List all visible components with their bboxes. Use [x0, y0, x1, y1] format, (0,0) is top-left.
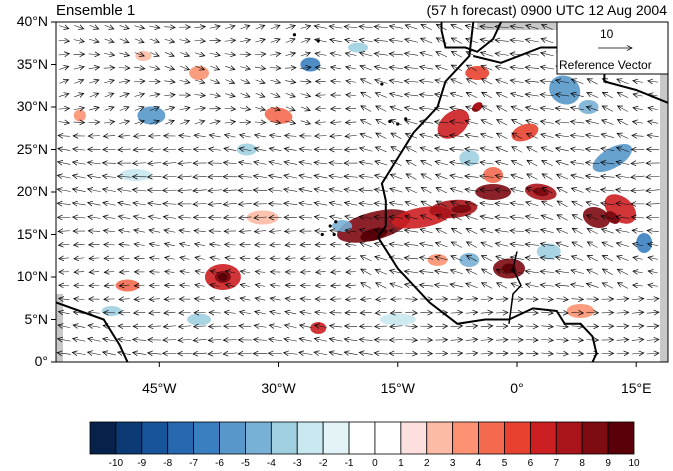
colorbar-label: -10 — [108, 458, 124, 469]
colorbar-label: 10 — [628, 458, 640, 469]
colorbar-label: -3 — [292, 458, 302, 469]
longitude-label: 45°W — [142, 380, 177, 396]
colorbar-label: -8 — [163, 458, 173, 469]
colorbar-label: 5 — [501, 458, 508, 469]
colorbar-swatch — [193, 421, 220, 455]
latitude-label: 5°N — [24, 310, 49, 327]
colorbar-label: 7 — [553, 458, 560, 469]
axis-ticks — [51, 21, 637, 367]
forecast-label: (57 h forecast) 0900 UTC 12 Aug 2004 — [426, 2, 667, 18]
colorbar-label: -2 — [318, 458, 328, 469]
colorbar-label: -1 — [344, 458, 354, 469]
colorbar-swatch — [167, 421, 195, 455]
latitude-label: 20°N — [16, 183, 48, 199]
longitude-label: 30°W — [261, 380, 296, 396]
colorbar-label: 6 — [527, 458, 534, 469]
colorbar-swatch — [478, 421, 505, 455]
wind-vectors — [57, 24, 660, 355]
latitude-label: 25°N — [16, 140, 48, 157]
colorbar-swatch — [322, 421, 350, 455]
colorbar-swatch — [374, 421, 402, 455]
reference-vector-box — [556, 21, 669, 75]
colorbar-swatch — [426, 421, 454, 455]
colorbar-swatch — [529, 421, 557, 455]
colorbar-swatch — [555, 421, 583, 455]
latitude-label: 35°N — [16, 55, 48, 72]
colorbar-label: 9 — [605, 458, 611, 469]
colorbar-label: -6 — [215, 458, 224, 469]
colorbar-swatch — [452, 421, 479, 455]
colorbar-swatch — [296, 421, 324, 455]
colorbar-swatch — [245, 421, 272, 455]
latitude-label: 30°N — [16, 98, 48, 114]
colorbar-label: 4 — [475, 458, 482, 469]
reference-vector-title: Reference Vector — [559, 58, 652, 72]
colorbar-swatch — [219, 421, 246, 455]
colorbar-swatch — [348, 421, 376, 455]
colorbar-label: 1 — [398, 458, 404, 469]
colorbar-label: -9 — [137, 458, 147, 469]
colorbar-label: -5 — [240, 458, 250, 469]
colorbar-swatch — [270, 421, 298, 455]
colorbar-swatch — [581, 421, 609, 455]
colorbar-label: 0 — [372, 458, 378, 469]
colorbar-swatch — [400, 421, 428, 455]
colorbar-label: -4 — [266, 458, 276, 469]
reference-vector-magnitude: 10 — [600, 27, 614, 41]
latitude-label: 0° — [34, 353, 48, 369]
colorbar-label: 3 — [449, 458, 456, 469]
colorbar — [89, 421, 635, 455]
colorbar-swatch — [607, 421, 635, 455]
longitude-label: 0° — [510, 380, 524, 396]
longitude-label: 15°E — [620, 380, 652, 396]
longitude-label: 15°W — [380, 380, 415, 396]
latitude-label: 15°N — [16, 225, 48, 242]
colorbar-label: -7 — [189, 458, 199, 469]
colorbar-label: 8 — [579, 458, 585, 469]
colorbar-swatch — [141, 421, 169, 455]
colorbar-swatch — [89, 421, 117, 455]
colorbar-swatch — [504, 421, 531, 455]
colorbar-swatch — [115, 421, 143, 455]
latitude-label: 40°N — [16, 13, 48, 29]
latitude-label: 10°N — [16, 268, 48, 284]
ensemble-label: Ensemble 1 — [56, 2, 136, 19]
colorbar-label: 2 — [423, 458, 430, 469]
